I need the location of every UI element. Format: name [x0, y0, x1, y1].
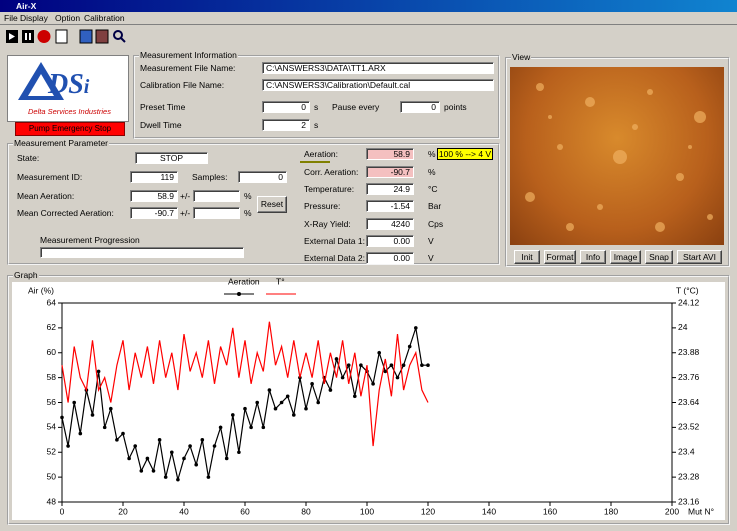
- reading-unit: %: [428, 148, 436, 160]
- reading-value[interactable]: 0.00: [366, 252, 414, 264]
- reading-label: Aeration:: [304, 148, 338, 160]
- zoom-handle: [121, 38, 125, 42]
- reading-value[interactable]: 0.00: [366, 235, 414, 247]
- reading-label: Pressure:: [304, 200, 340, 212]
- window-title: Air-X: [16, 0, 36, 12]
- reading-unit: Bar: [428, 200, 441, 212]
- input-field[interactable]: [193, 207, 240, 219]
- reading-value[interactable]: -90.7: [366, 166, 414, 178]
- input-field[interactable]: 0: [400, 101, 440, 113]
- field-label: Measurement ID:: [17, 171, 82, 183]
- view-button[interactable]: Format: [544, 250, 576, 264]
- view-group-title: View: [511, 51, 531, 63]
- input-field[interactable]: C:\ANSWERS3\DATA\TT1.ARX: [262, 62, 494, 74]
- information-group-title: Measurement Information: [139, 49, 238, 61]
- menu-item: File: [4, 12, 18, 24]
- input-field[interactable]: 58.9: [130, 190, 178, 202]
- reading-value[interactable]: 58.9: [366, 148, 414, 160]
- print-icon[interactable]: [96, 30, 108, 43]
- graph-group-title: Graph: [13, 269, 39, 281]
- stop-icon[interactable]: [38, 30, 51, 43]
- reading-label: Corr. Aeration:: [304, 166, 358, 178]
- field-label: s: [314, 101, 318, 113]
- view-button[interactable]: Init: [514, 250, 540, 264]
- field-label: Samples:: [192, 171, 227, 183]
- logo-sub: i: [84, 76, 90, 98]
- reading-value[interactable]: 4240: [366, 218, 414, 230]
- menu-item: Calibration: [84, 12, 125, 24]
- logo-letters: DS: [48, 69, 84, 100]
- field-label: %: [244, 190, 252, 202]
- reading-unit: V: [428, 235, 434, 247]
- app-window: DSi Delta Services Industries Pump Emerg…: [0, 0, 737, 531]
- view-button[interactable]: Start AVI: [677, 250, 722, 264]
- logo-company: Delta Services Industries: [28, 106, 111, 118]
- field-label: +/-: [180, 207, 190, 219]
- pause-icon[interactable]: [22, 30, 34, 43]
- pause-glyph: [29, 33, 31, 40]
- view-button[interactable]: Image: [610, 250, 641, 264]
- logo-panel: DSi Delta Services Industries: [7, 55, 129, 122]
- view-button[interactable]: Snap: [645, 250, 673, 264]
- reading-label: Temperature:: [304, 183, 354, 195]
- toolbar: [0, 26, 160, 48]
- view-button[interactable]: Info: [580, 250, 606, 264]
- field-label: State:: [17, 152, 39, 164]
- field-label: Mean Corrected Aeration:: [17, 207, 114, 219]
- field-label: Pause every: [332, 101, 379, 113]
- reading-unit: °C: [428, 183, 438, 195]
- field-label: Calibration File Name:: [140, 79, 224, 91]
- input-field[interactable]: 0: [238, 171, 287, 183]
- scale-badge: 100 % --> 4 V: [437, 148, 493, 160]
- field-label: Measurement File Name:: [140, 62, 235, 74]
- input-field[interactable]: STOP: [135, 152, 208, 164]
- window-icon[interactable]: [80, 30, 92, 43]
- menu-item: Option: [55, 12, 80, 24]
- logo-mark: DSi: [48, 70, 89, 102]
- input-field[interactable]: [193, 190, 240, 202]
- reading-value[interactable]: 24.9: [366, 183, 414, 195]
- separator: [0, 24, 737, 25]
- field-label: Dwell Time: [140, 119, 182, 131]
- reading-unit: %: [428, 166, 436, 178]
- reading-unit: V: [428, 252, 434, 264]
- title-bar: [0, 0, 737, 12]
- progress-bar[interactable]: [40, 247, 244, 258]
- input-field[interactable]: -90.7: [130, 207, 178, 219]
- input-field[interactable]: 119: [130, 171, 178, 183]
- field-label: %: [244, 207, 252, 219]
- field-label: +/-: [180, 190, 190, 202]
- field-label: Mean Aeration:: [17, 190, 74, 202]
- save-icon[interactable]: [56, 30, 67, 43]
- reading-value[interactable]: -1.54: [366, 200, 414, 212]
- input-field[interactable]: C:\ANSWERS3\Calibration\Default.cal: [262, 79, 494, 91]
- input-field[interactable]: 0: [262, 101, 310, 113]
- field-label: Measurement Progression: [40, 234, 140, 246]
- reading-label: X-Ray Yield:: [304, 218, 351, 230]
- field-label: Preset Time: [140, 101, 185, 113]
- parameter-group-title: Measurement Parameter: [13, 137, 109, 149]
- reading-label: External Data 1:: [304, 235, 365, 247]
- field-label: s: [314, 119, 318, 131]
- reading-unit: Cps: [428, 218, 443, 230]
- view-group: [505, 57, 730, 267]
- pause-glyph: [25, 33, 27, 40]
- reset-button[interactable]: Reset: [257, 196, 287, 213]
- graph-group: [7, 275, 730, 525]
- zoom-icon[interactable]: [114, 31, 122, 39]
- emergency-button[interactable]: Pump Emergency Stop: [15, 122, 125, 136]
- menu-item: Display: [20, 12, 48, 24]
- field-label: points: [444, 101, 467, 113]
- input-field[interactable]: 2: [262, 119, 310, 131]
- reading-label: External Data 2:: [304, 252, 365, 264]
